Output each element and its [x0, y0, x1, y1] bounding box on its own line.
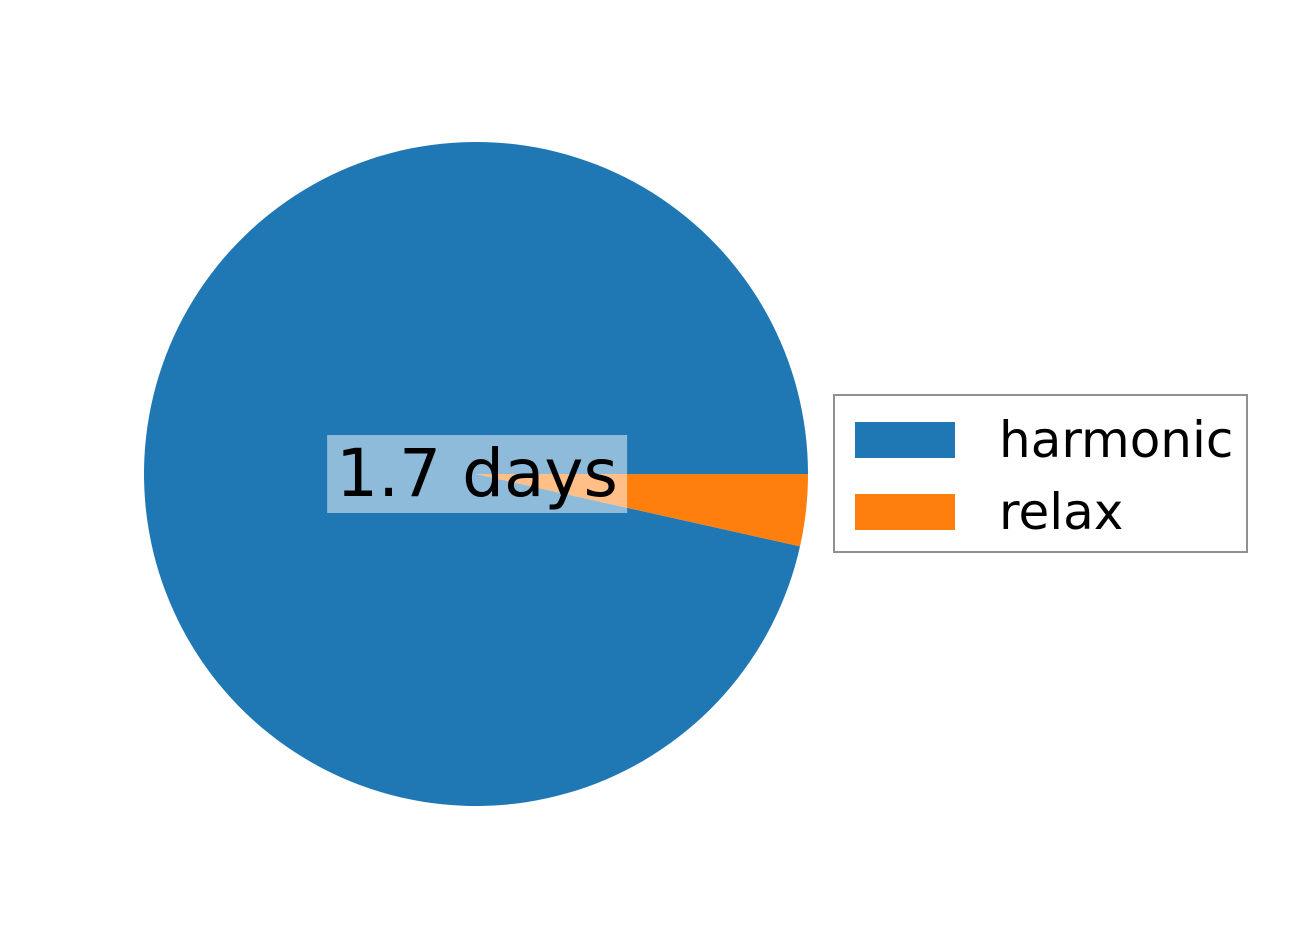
pie-center-annotation: 1.7 days: [327, 435, 627, 513]
legend: harmonic relax: [833, 394, 1248, 553]
legend-entry-relax: relax: [855, 483, 1226, 541]
legend-swatch-harmonic: [855, 422, 955, 458]
legend-label-harmonic: harmonic: [999, 411, 1234, 469]
legend-label-relax: relax: [999, 483, 1124, 541]
legend-entry-harmonic: harmonic: [855, 411, 1233, 469]
legend-swatch-relax: [855, 494, 955, 530]
